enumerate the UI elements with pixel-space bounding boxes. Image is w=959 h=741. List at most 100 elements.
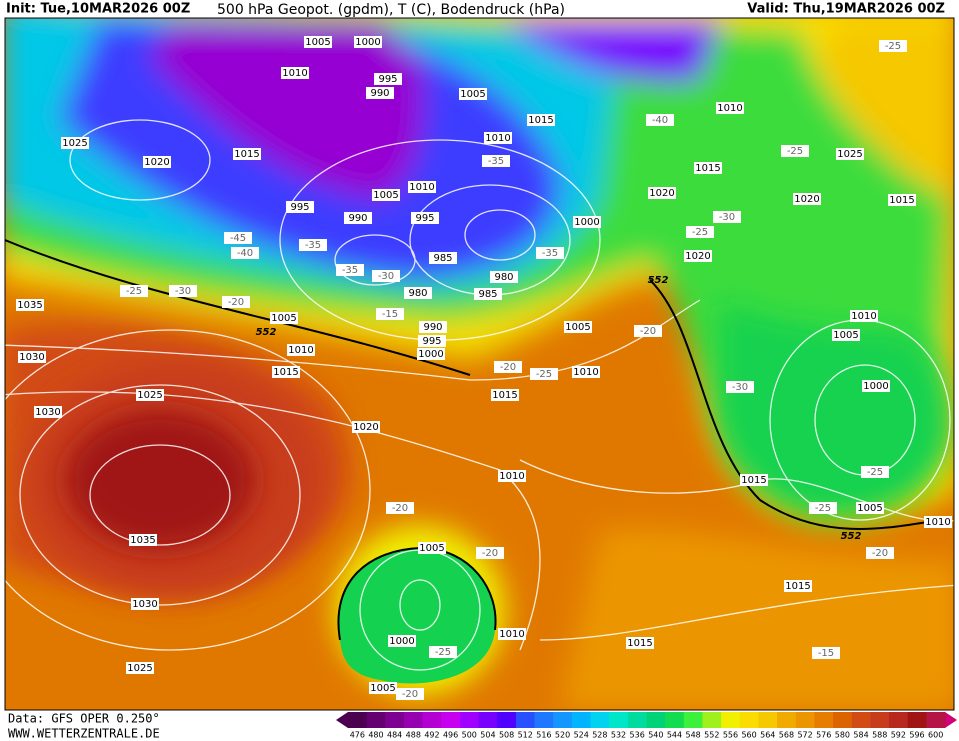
temperature-label-box: [224, 232, 252, 244]
isobar-label: 985: [478, 289, 497, 300]
temperature-label: -25: [815, 503, 831, 514]
isobar-label-box: [694, 162, 722, 174]
colorbar-swatch: [348, 712, 368, 728]
isobar-label-box: [498, 628, 526, 640]
isobar-label-box: [648, 187, 676, 199]
isobar-label-box: [856, 502, 884, 514]
isobar-label: 1025: [137, 390, 162, 401]
temperature-label: -30: [732, 382, 748, 393]
temperature-label: -20: [500, 362, 516, 373]
colorbar-swatch: [907, 712, 927, 728]
colorbar-swatch: [739, 712, 759, 728]
temperature-label: -35: [305, 240, 321, 251]
colorbar-label: 520: [555, 731, 570, 740]
isobar-label: 1010: [288, 345, 313, 356]
isobar-label: 1020: [685, 251, 710, 262]
isobar-label: 1005: [565, 322, 590, 333]
temperature-label-box: [866, 547, 894, 559]
isobar-label-box: [129, 534, 157, 546]
colorbar-swatch: [459, 712, 480, 728]
isobar-label: 1015: [234, 149, 259, 160]
isobar-label-box: [372, 189, 400, 201]
isobar-label-box: [61, 137, 89, 149]
temperature-label-box: [809, 502, 837, 514]
isobar-label: 1005: [460, 89, 485, 100]
colorbar-label: 588: [872, 731, 887, 740]
temperature-label-box: [713, 211, 741, 223]
colorbar-swatch: [926, 712, 946, 728]
isobar-label: 1010: [717, 103, 742, 114]
isobar-label: 985: [433, 253, 452, 264]
isobar-label: 1015: [273, 367, 298, 378]
colorbar-label: 492: [424, 731, 439, 740]
colorbar-swatch: [758, 712, 778, 728]
colorbar-swatch: [478, 712, 498, 728]
isobar-label: 1015: [889, 195, 914, 206]
isobar-label-box: [684, 250, 712, 262]
height-label: 552: [256, 327, 277, 338]
isobar-label-box: [388, 635, 416, 647]
colorbar-swatch: [702, 712, 722, 728]
init-time: Init: Tue,10MAR2026 00Z: [6, 2, 190, 17]
colorbar-label: 572: [797, 731, 812, 740]
isobar-label: 1015: [741, 475, 766, 486]
colorbar-swatch: [889, 712, 909, 728]
colorbar-swatch: [665, 712, 685, 728]
colorbar-label: 600: [928, 731, 943, 740]
isobar-label: 1020: [353, 422, 378, 433]
temperature-label: -30: [378, 271, 394, 282]
temperature-label-box: [372, 270, 400, 282]
colorbar-label: 560: [741, 731, 756, 740]
colorbar-swatch: [590, 712, 610, 728]
colorbar-swatch: [609, 712, 629, 728]
temperature-label: -35: [488, 156, 504, 167]
colorbar-label: 596: [909, 731, 924, 740]
temperature-label: -20: [228, 297, 244, 308]
isobar-label-box: [270, 312, 298, 324]
temperature-label: -25: [867, 467, 883, 478]
temperature-label-box: [120, 285, 148, 297]
isobar-label: 1015: [627, 638, 652, 649]
isobar-label: 990: [423, 322, 442, 333]
isobar-label-box: [18, 351, 46, 363]
isobar-label-box: [924, 516, 952, 528]
isobar-label-box: [417, 348, 445, 360]
temperature-label-box: [476, 547, 504, 559]
isobar-label-box: [272, 366, 300, 378]
colorbar-label: 564: [760, 731, 775, 740]
isobar-label: 1010: [485, 133, 510, 144]
isobar-label-box: [366, 87, 394, 99]
temperature-label-box: [686, 226, 714, 238]
temperature-label: -25: [126, 286, 142, 297]
isobar-label-box: [572, 366, 600, 378]
colorbar-swatch: [534, 712, 554, 728]
colorbar-label: 540: [648, 731, 663, 740]
colorbar-label: 524: [574, 731, 589, 740]
colorbar-swatch: [683, 712, 703, 728]
isobar-label-box: [287, 344, 315, 356]
isobar-label: 1005: [370, 683, 395, 694]
isobar-label: 995: [378, 74, 397, 85]
temperature-label: -40: [237, 248, 253, 259]
colorbar-label: 480: [368, 731, 383, 740]
temperature-label-box: [396, 688, 424, 700]
height-label: 552: [648, 275, 669, 286]
temperature-label-box: [726, 381, 754, 393]
isobar-label-box: [888, 194, 916, 206]
isobar-label-box: [740, 474, 768, 486]
isobar-label: 1005: [833, 330, 858, 341]
temperature-label: -20: [402, 689, 418, 700]
isobar-label: 1015: [528, 115, 553, 126]
colorbar-swatch: [795, 712, 815, 728]
isobar-label: 990: [348, 213, 367, 224]
temperature-label: -35: [542, 248, 558, 259]
temperature-label-box: [634, 325, 662, 337]
isobar-label: 1005: [305, 37, 330, 48]
colorbar-swatch: [403, 712, 424, 728]
temperature-label-box: [429, 646, 457, 658]
isobar-label: 995: [290, 202, 309, 213]
temperature-label-box: [536, 247, 564, 259]
temperature-label-box: [386, 502, 414, 514]
